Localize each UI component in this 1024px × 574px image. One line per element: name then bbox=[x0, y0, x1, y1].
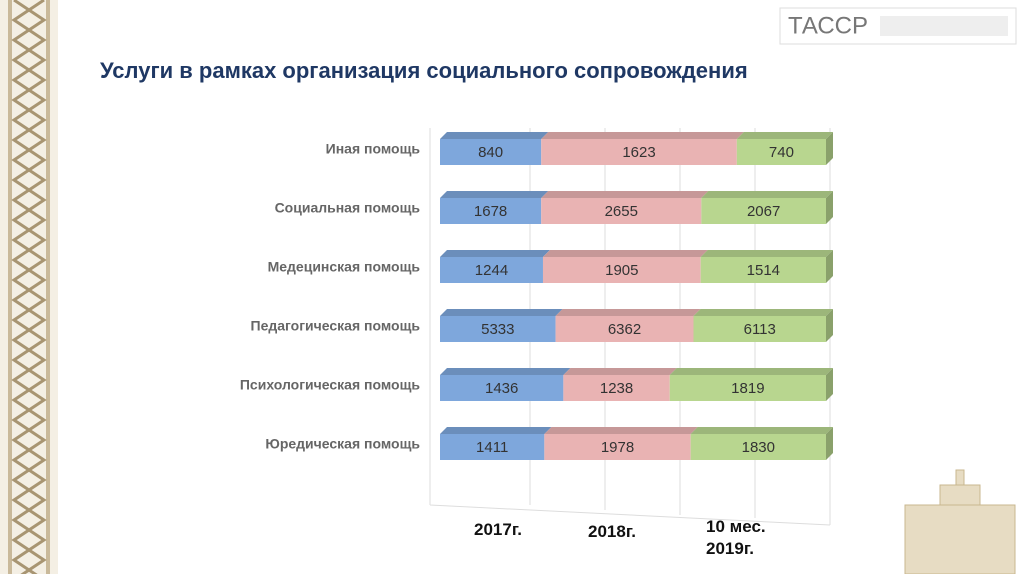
bar bbox=[440, 316, 556, 342]
bar-top bbox=[669, 368, 833, 375]
bar-top bbox=[542, 250, 708, 257]
bar-top bbox=[563, 368, 677, 375]
bar-top bbox=[690, 427, 833, 434]
bar-top bbox=[736, 132, 833, 139]
building bbox=[904, 469, 1016, 574]
data-label: 1978 bbox=[601, 439, 634, 456]
category-label: Юредическая помощь bbox=[265, 436, 420, 452]
data-label: 6113 bbox=[744, 321, 776, 338]
data-label: 1678 bbox=[474, 203, 507, 220]
bar-top bbox=[440, 250, 550, 257]
bar bbox=[690, 434, 826, 460]
data-label: 6362 bbox=[608, 321, 641, 338]
category-label: Социальная помощь bbox=[275, 200, 421, 216]
bar-top bbox=[541, 191, 709, 198]
data-label: 1623 bbox=[622, 144, 655, 161]
legend-label: 2018г. bbox=[588, 522, 636, 541]
data-label: 1411 bbox=[476, 439, 508, 456]
category-label: Медецинская помощь bbox=[268, 259, 421, 275]
chart-title: Услуги в рамках организация социального … bbox=[100, 58, 748, 83]
bar bbox=[563, 375, 670, 401]
data-label: 2067 bbox=[747, 203, 780, 220]
data-label: 740 bbox=[769, 144, 794, 161]
bar bbox=[440, 139, 542, 165]
bar-top bbox=[440, 368, 571, 375]
data-label: 1830 bbox=[742, 439, 775, 456]
data-label: 1238 bbox=[600, 380, 633, 397]
logo-caption bbox=[880, 16, 1008, 36]
logo: ТАССР bbox=[788, 12, 868, 39]
legend-label: 2017г. bbox=[474, 520, 522, 539]
data-label: 1436 bbox=[485, 380, 518, 397]
bar-top bbox=[701, 191, 833, 198]
bar bbox=[440, 198, 542, 224]
bar-side bbox=[826, 191, 833, 224]
data-label: 840 bbox=[478, 144, 503, 161]
data-label: 1514 bbox=[747, 262, 780, 279]
category-label: Психологическая помощь bbox=[240, 377, 421, 393]
bar bbox=[541, 198, 702, 224]
bar bbox=[555, 316, 694, 342]
category-label: Иная помощь bbox=[326, 141, 421, 157]
bar bbox=[544, 434, 691, 460]
border-ornament bbox=[0, 0, 58, 574]
bar bbox=[542, 257, 701, 283]
category-label: Педагогическая помощь bbox=[251, 318, 421, 334]
bar-top bbox=[440, 132, 549, 139]
data-label: 5333 bbox=[481, 321, 514, 338]
data-label: 2655 bbox=[605, 203, 638, 220]
bar bbox=[440, 257, 543, 283]
bar bbox=[693, 316, 826, 342]
bar-side bbox=[826, 368, 833, 401]
bar-top bbox=[555, 309, 701, 316]
bar-top bbox=[440, 427, 552, 434]
bar-top bbox=[693, 309, 833, 316]
bar-top bbox=[440, 191, 549, 198]
bar-top bbox=[700, 250, 833, 257]
data-label: 1819 bbox=[731, 380, 764, 397]
bar bbox=[669, 375, 826, 401]
data-label: 1905 bbox=[605, 262, 638, 279]
bar bbox=[701, 198, 826, 224]
bar bbox=[736, 139, 826, 165]
bar bbox=[700, 257, 826, 283]
bar-side bbox=[826, 309, 833, 342]
legend-label: 10 мес. 2019г. bbox=[706, 517, 766, 558]
bar bbox=[541, 139, 737, 165]
bar-top bbox=[541, 132, 744, 139]
bar-top bbox=[544, 427, 698, 434]
bar bbox=[440, 375, 564, 401]
bar-side bbox=[826, 427, 833, 460]
bar-top bbox=[440, 309, 563, 316]
bar-side bbox=[826, 250, 833, 283]
bar bbox=[440, 434, 545, 460]
bar-side bbox=[826, 132, 833, 165]
data-label: 1244 bbox=[475, 262, 508, 279]
